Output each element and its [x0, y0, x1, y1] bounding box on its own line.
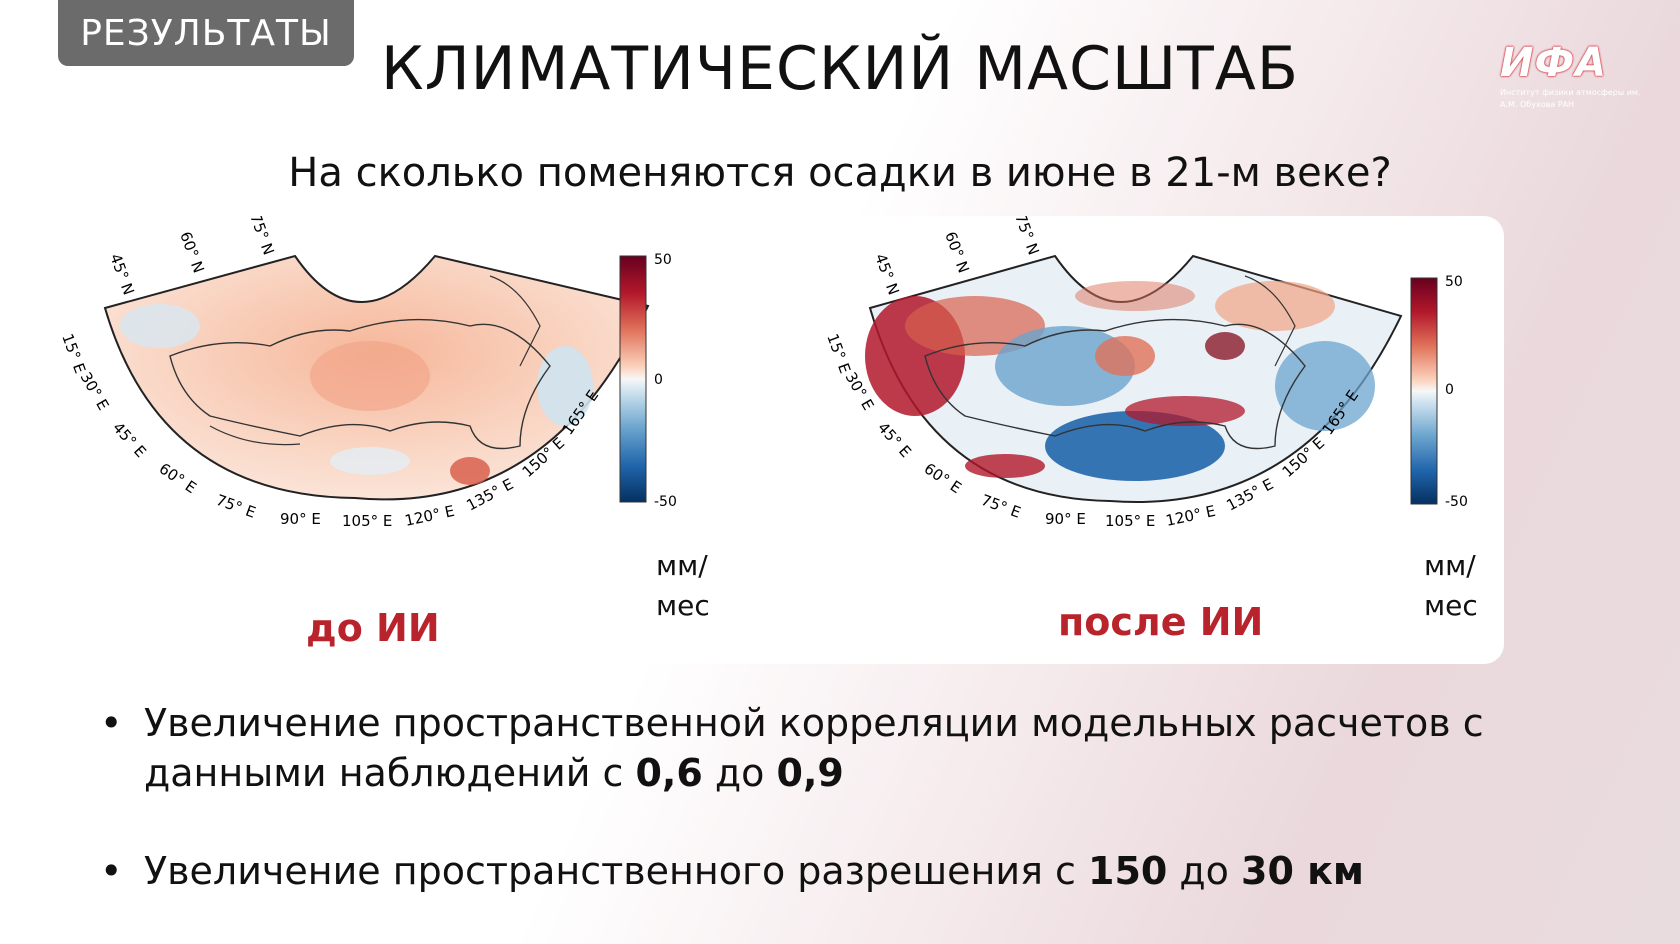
section-tag: РЕЗУЛЬТАТЫ: [58, 0, 354, 66]
colorbar-mid: 0: [654, 372, 663, 388]
map-after-ai: 15° E 30° E 45° E 60° E 75° E 90° E 105°…: [823, 216, 1468, 530]
colorbar-mid: 0: [1445, 382, 1454, 398]
lon-label-105: 105° E: [1105, 512, 1155, 530]
unit-line1: мм/: [656, 549, 708, 582]
caption-before-ai: до ИИ: [306, 606, 440, 650]
colorbar-max: 50: [654, 252, 672, 268]
lat-label-75: 75° N: [246, 216, 277, 257]
bullet-text: Увеличение пространственной корреляции м…: [144, 701, 1484, 795]
question-heading: На сколько поменяются осадки в июне в 21…: [288, 150, 1392, 196]
bullet-dot: •: [100, 849, 123, 893]
lon-label-90: 90° E: [280, 510, 321, 528]
lon-label-60: 60° E: [921, 459, 965, 497]
colorbar-max: 50: [1445, 274, 1463, 290]
colorbar: [1410, 277, 1438, 505]
bullet-value: 0,9: [776, 751, 844, 795]
lon-label-45: 45° E: [874, 419, 915, 461]
lon-label-120: 120° E: [403, 502, 456, 530]
lon-label-105: 105° E: [342, 512, 392, 530]
lon-label-45: 45° E: [109, 419, 150, 461]
bullet-text: Увеличение пространственного разрешения …: [144, 849, 1088, 893]
lat-label-60: 60° N: [176, 229, 207, 275]
bullet-text: до: [1167, 849, 1242, 893]
bullet-item: • Увеличение пространственной корреляции…: [92, 698, 1612, 798]
lon-label-30: 30° E: [77, 369, 113, 413]
map-before-ai: 15° E 30° E 45° E 60° E 75° E 90° E 105°…: [58, 216, 677, 530]
lon-label-15: 15° E: [823, 331, 854, 376]
bullet-item: • Увеличение пространственного разрешени…: [92, 846, 1612, 896]
lon-label-60: 60° E: [156, 459, 200, 497]
lat-label-60: 60° N: [941, 229, 972, 275]
bullet-text: до: [702, 751, 777, 795]
lon-label-120: 120° E: [1164, 502, 1217, 530]
logo-text-line2: А.М. Обухова РАН: [1500, 100, 1575, 109]
slide-title: КЛИМАТИЧЕСКИЙ МАСШТАБ: [380, 34, 1300, 104]
bullet-value: 0,6: [635, 751, 703, 795]
logo-text-line1: Институт физики атмосферы им.: [1500, 88, 1641, 97]
bullet-dot: •: [100, 701, 123, 745]
lon-label-75: 75° E: [979, 491, 1024, 522]
unit-line1: мм/: [1424, 549, 1476, 582]
colorbar-min: -50: [654, 494, 677, 510]
colorbar-unit-left: мм/ мес: [656, 546, 710, 626]
logo-mark: ИФА: [1500, 40, 1608, 86]
caption-after-ai: после ИИ: [1058, 600, 1264, 644]
lat-label-45: 45° N: [106, 251, 137, 297]
lat-label-45: 45° N: [871, 251, 902, 297]
lat-label-75: 75° N: [1011, 216, 1042, 257]
unit-line2: мес: [1424, 589, 1478, 622]
colorbar: [619, 255, 647, 503]
lon-label-90: 90° E: [1045, 510, 1086, 528]
colorbar-unit-right: мм/ мес: [1424, 546, 1478, 626]
lon-label-75: 75° E: [214, 491, 259, 522]
bullet-value: 30 км: [1241, 849, 1364, 893]
lon-label-15: 15° E: [58, 331, 89, 376]
bullet-list: • Увеличение пространственной корреляции…: [92, 698, 1612, 896]
colorbar-min: -50: [1445, 494, 1468, 510]
logo: ИФА Институт физики атмосферы им. А.М. О…: [1500, 40, 1650, 110]
bullet-value: 150: [1088, 849, 1168, 893]
unit-line2: мес: [656, 589, 710, 622]
